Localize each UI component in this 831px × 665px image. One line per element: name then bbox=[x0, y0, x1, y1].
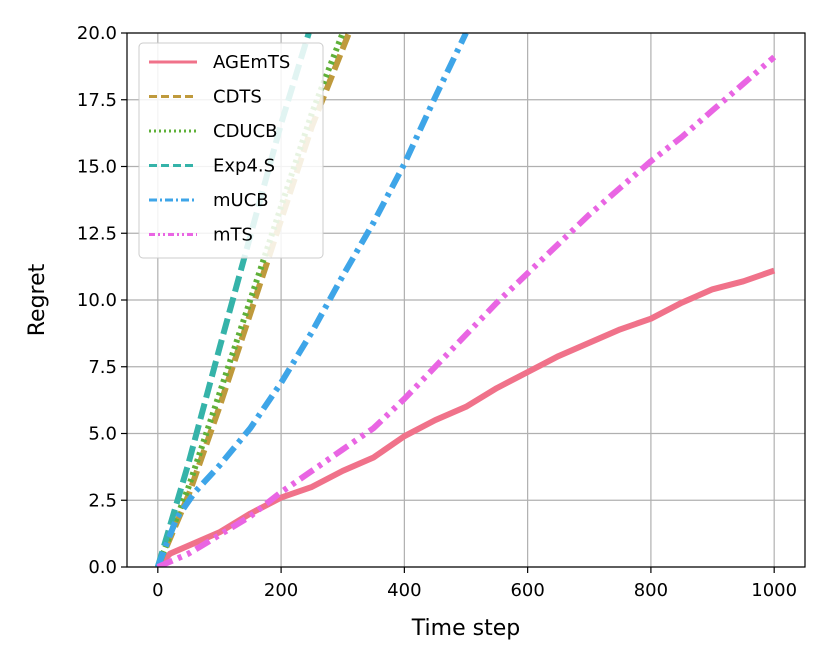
series-mucb bbox=[154, 33, 469, 567]
x-tick-label: 1000 bbox=[751, 580, 797, 601]
legend-label: CDTS bbox=[213, 87, 262, 108]
series-cducb bbox=[154, 33, 346, 567]
legend-label: mTS bbox=[213, 225, 253, 246]
legend-label: CDUCB bbox=[213, 121, 278, 142]
legend-label: mUCB bbox=[213, 190, 269, 211]
y-tick-label: 2.5 bbox=[88, 490, 117, 511]
y-tick-label: 10.0 bbox=[77, 290, 117, 311]
legend-label: Exp4.S bbox=[213, 156, 275, 177]
y-tick-label: 7.5 bbox=[88, 357, 117, 378]
y-tick-label: 17.5 bbox=[77, 90, 117, 111]
x-tick-label: 0 bbox=[152, 580, 163, 601]
x-tick-label: 600 bbox=[510, 580, 544, 601]
y-tick-label: 5.0 bbox=[88, 424, 117, 445]
y-axis-title: Regret bbox=[25, 263, 50, 336]
x-axis-title: Time step bbox=[411, 616, 520, 641]
legend: AGEmTS CDTS CDUCB Exp4.S mUCB mTS bbox=[138, 42, 324, 259]
legend-label: AGEmTS bbox=[213, 52, 290, 73]
x-tick-label: 800 bbox=[634, 580, 668, 601]
y-tick-label: 15.0 bbox=[77, 157, 117, 178]
series-mts bbox=[156, 54, 777, 567]
x-tick-label: 200 bbox=[264, 580, 298, 601]
y-tick-label: 12.5 bbox=[77, 223, 117, 244]
y-tick-label: 0.0 bbox=[88, 557, 117, 578]
y-tick-label: 20.0 bbox=[77, 23, 117, 44]
x-tick-label: 400 bbox=[387, 580, 421, 601]
axis-ticks: 0 200 400 600 800 1000 0.0 2.5 5.0 7.5 10.0 12.5 15.… bbox=[77, 23, 797, 601]
